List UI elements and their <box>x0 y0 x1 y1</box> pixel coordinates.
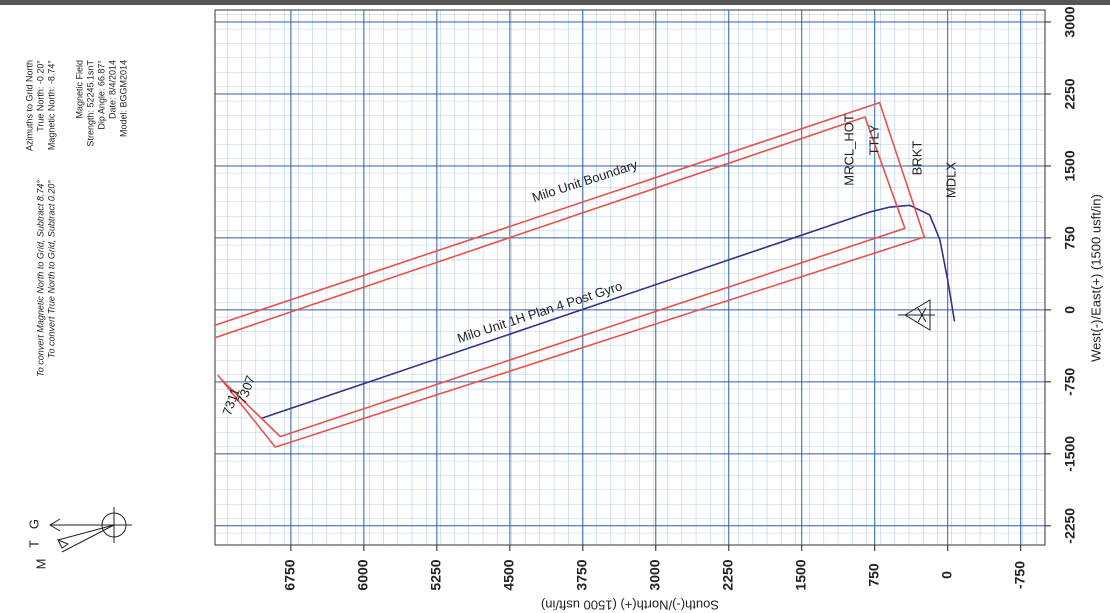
info-line: Magnetic North: -8.74° <box>46 60 56 151</box>
x-tick-label: -750 <box>1011 561 1027 589</box>
annotation: BRKT <box>909 141 924 176</box>
info-line: To convert Magnetic North to Grid, Subtr… <box>35 180 45 377</box>
y-tick-label: 0 <box>1062 306 1078 314</box>
annotation: MDLX <box>943 162 958 198</box>
series-line <box>261 204 956 420</box>
arrow-label: T <box>26 540 41 548</box>
annotation: TTLY <box>866 124 881 155</box>
x-tick-label: 0 <box>938 571 954 579</box>
x-tick-label: 3000 <box>646 559 662 590</box>
x-tick-label: 3750 <box>574 559 590 590</box>
y-tick-label: 3000 <box>1062 6 1078 37</box>
series-line <box>215 101 926 449</box>
arrow-label: G <box>26 519 41 529</box>
info-line: To convert True North to Grid, Subtract … <box>46 180 56 359</box>
x-tick-label: 2250 <box>719 559 735 590</box>
x-tick-label: 6000 <box>355 559 371 590</box>
x-axis-label: South(-)/North(+) (1500 usft/in) <box>541 598 719 613</box>
info-line: Magnetic Field <box>74 60 84 119</box>
info-line: Dip Angle: 66.87° <box>96 60 106 130</box>
info-line: Date: 8/4/2014 <box>107 60 117 119</box>
plot-area <box>214 9 1046 546</box>
x-tick-label: 1500 <box>792 559 808 590</box>
y-tick-label: -1500 <box>1062 436 1078 472</box>
arrow-label: M <box>33 559 48 570</box>
x-tick-label: 6750 <box>282 559 298 590</box>
x-tick-label: 5250 <box>428 559 444 590</box>
y-tick-label: 1500 <box>1062 150 1078 181</box>
info-line: Azimuths to Grid North <box>24 60 34 151</box>
x-tick-label: 4500 <box>501 559 517 590</box>
rig-symbol <box>898 299 935 331</box>
y-tick-label: 2250 <box>1062 78 1078 109</box>
y-tick-label: 750 <box>1062 226 1078 250</box>
y-tick-label: -750 <box>1062 368 1078 396</box>
convert-info: To convert Magnetic North to Grid, Subtr… <box>35 180 56 377</box>
magnetic-info: Magnetic Field Strength: 52245.1snT Dip … <box>74 60 128 147</box>
annotation: MRCL_HOT <box>841 114 856 186</box>
info-line: Strength: 52245.1snT <box>85 60 95 147</box>
north-arrow <box>49 507 132 553</box>
info-line: Model: BGGM2014 <box>118 60 128 137</box>
scan-border <box>0 0 1110 5</box>
y-tick-label: -2250 <box>1062 508 1078 544</box>
x-tick-label: 750 <box>865 563 881 587</box>
y-axis-label: West(-)/East(+) (1500 usft/in) <box>1088 194 1103 362</box>
azimuth-info: Azimuths to Grid North True North: -0.20… <box>24 60 56 151</box>
info-line: True North: -0.20° <box>35 60 45 132</box>
